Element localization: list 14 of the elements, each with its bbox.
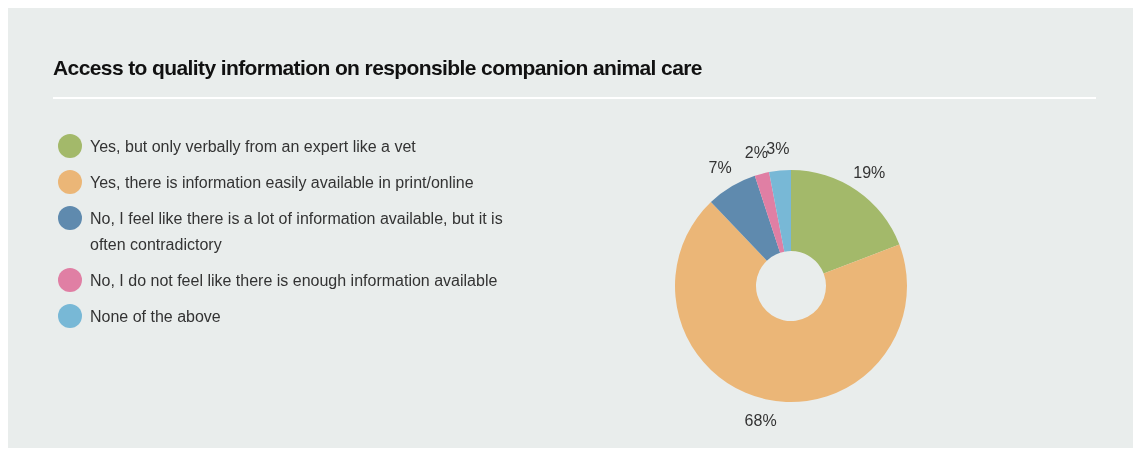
legend-label: Yes, there is information easily available in print/online [90, 173, 474, 193]
donut-slice [710, 175, 781, 261]
data-label: 2% [744, 143, 768, 161]
legend-label: No, I do not feel like there is enough information available [90, 271, 498, 291]
legend-label: None of the above [90, 307, 221, 327]
legend-label: No, I feel like there is a lot of information available, but it is often contradictory [90, 209, 504, 255]
data-label: 7% [708, 159, 732, 177]
data-label: 19% [853, 163, 886, 181]
chart-title: Access to quality information on responsible companion animal care [53, 56, 702, 80]
donut-slice [675, 202, 907, 402]
donut-slice [754, 172, 785, 253]
donut-slice [769, 170, 791, 252]
legend-label: Yes, but only verbally from an expert like a vet [90, 137, 416, 157]
data-label: 68% [744, 412, 777, 430]
